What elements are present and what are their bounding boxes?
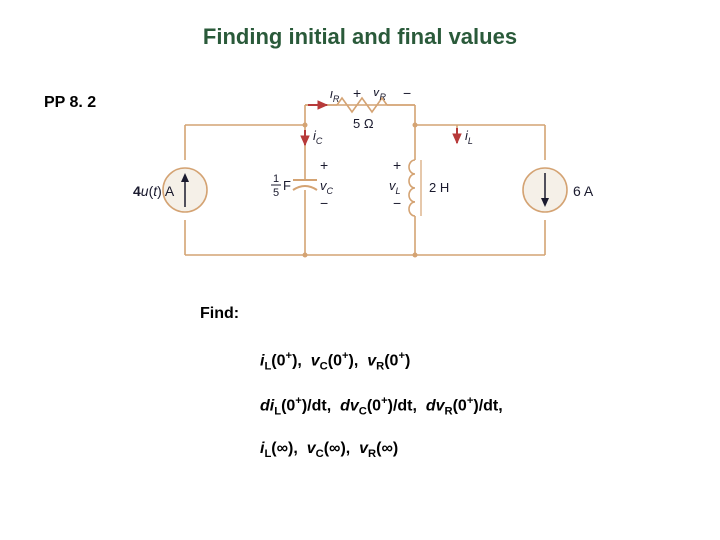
find-line-3: iL(∞), vC(∞), vR(∞) (260, 440, 398, 460)
vr-label: vR (373, 90, 387, 102)
find-line-1: iL(0+), vC(0+), vR(0+) (260, 350, 410, 373)
res-value: 5 Ω (353, 116, 374, 131)
svg-text:−: − (320, 195, 328, 211)
source-right-label: 6 A (573, 183, 594, 199)
il-label: iL (465, 128, 473, 146)
svg-text:+: + (353, 90, 361, 101)
find-label: Find: (200, 305, 239, 323)
svg-text:5: 5 (273, 187, 279, 199)
page-title: Finding initial and final values (0, 0, 720, 50)
svg-text:F: F (283, 178, 291, 193)
problem-number: PP 8. 2 (44, 94, 96, 112)
ir-label: iR (330, 90, 340, 104)
vc-label: vC (320, 178, 334, 196)
find-line-2: diL(0+)/dt, dvC(0+)/dt, dvR(0+)/dt, (260, 395, 503, 418)
svg-text:+: + (393, 157, 401, 173)
svg-text:−: − (403, 90, 411, 101)
svg-text:+: + (320, 157, 328, 173)
svg-text:−: − (393, 195, 401, 211)
source-left-label: 4u(t) A (133, 183, 175, 199)
circuit-diagram: 4u(t) A 6 A iC + vC − 1 5 F iR + vR − 5 … (125, 90, 605, 290)
cap-value: 1 (273, 173, 279, 185)
ind-value: 2 H (429, 180, 449, 195)
ic-label: iC (313, 128, 323, 146)
inductor (409, 160, 415, 216)
vl-label: vL (389, 178, 401, 196)
